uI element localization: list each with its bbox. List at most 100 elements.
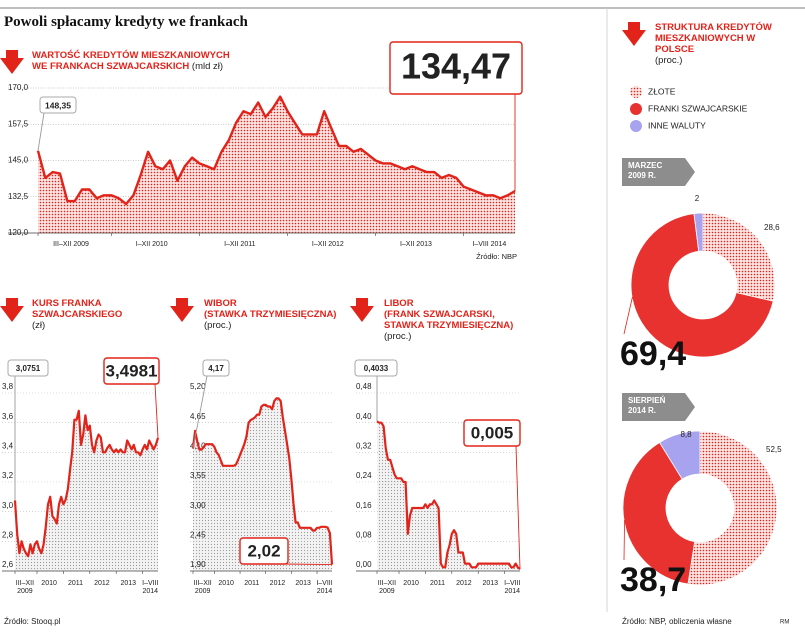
legend-label: INNE WALUTY: [648, 120, 706, 130]
arrow-icon: [0, 298, 24, 322]
line: [376, 420, 521, 570]
x-tick-label: 2010: [403, 580, 419, 587]
y-tick-label: 157,5: [8, 119, 29, 128]
source: Źródło: NBP, obliczenia własne: [622, 617, 732, 626]
y-tick-label: 3,6: [2, 412, 14, 421]
banner: [622, 393, 695, 421]
y-tick-label: 3,0: [2, 501, 14, 510]
annotation-label: 3,4981: [106, 361, 158, 380]
x-tick-label: 2010: [218, 580, 234, 587]
annotation-leader: [154, 383, 159, 438]
unit: (zł): [32, 320, 46, 331]
panel-label: MARZEC 2009 R.: [628, 161, 662, 180]
banner: [622, 158, 695, 186]
y-tick-label: 2,8: [2, 530, 14, 539]
chart-subtitle: (FRANK SZWAJCARSKI, STAWKA TRZYMIESIĘCZN…: [384, 309, 514, 331]
y-tick-label: 132,5: [8, 192, 29, 201]
arrow-icon: [170, 298, 194, 322]
x-tick-label: I–XII 2010: [136, 241, 168, 248]
y-tick-label: 1,90: [190, 560, 206, 569]
y-tick-label: 0,16: [356, 501, 372, 510]
y-tick-label: 5,20: [190, 382, 206, 391]
annotation-box: [389, 41, 523, 95]
y-tick-label: 3,2: [2, 471, 14, 480]
value-label: 2: [695, 194, 700, 203]
unit: (proc.): [384, 331, 412, 342]
source: Źródło: Stooq.pl: [4, 617, 61, 626]
legend-swatch: [630, 86, 642, 98]
y-tick-label: 0,32: [356, 441, 372, 450]
x-tick-label: 2013: [295, 580, 311, 587]
x-tick-label: I–XII 2013: [400, 241, 432, 248]
unit: (proc.): [204, 320, 232, 331]
arrow-icon: [0, 50, 24, 74]
arrow-icon: [350, 298, 374, 322]
chart-heading: STRUKTURA KREDYTÓW MIESZKANIOWYCH W POLS…: [655, 22, 785, 66]
chart-heading: WARTOŚĆ KREDYTÓW MIESZKANIOWYCH WE FRANK…: [32, 50, 247, 72]
area: [15, 410, 158, 571]
label-leader: [623, 519, 625, 561]
annotation-label: 134,47: [401, 46, 511, 87]
annotation-box: [202, 359, 230, 377]
line: [191, 397, 334, 565]
x-tick-label: III–XII 2009: [193, 580, 211, 595]
y-tick-label: 2,45: [190, 530, 206, 539]
x-tick-label: III–XII 2009: [378, 580, 396, 595]
y-tick-label: 2,6: [2, 560, 14, 569]
legend-label: ZŁOTE: [648, 86, 676, 96]
page-title: Powoli spłacamy kredyty we frankach: [4, 14, 248, 30]
donut-segment: [687, 430, 778, 586]
x-tick-label: III–XII 2009: [16, 580, 34, 595]
y-tick-label: 0,48: [356, 382, 372, 391]
x-tick-label: 2011: [244, 580, 259, 587]
annotation-label: 4,17: [208, 364, 224, 373]
x-tick-label: 2012: [94, 580, 110, 587]
y-tick-label: 0,00: [356, 560, 372, 569]
chart-title: WARTOŚĆ KREDYTÓW MIESZKANIOWYCH WE FRANK…: [32, 50, 230, 72]
donut-segment: [659, 430, 701, 480]
x-tick-label: 2013: [121, 580, 137, 587]
annotation-leader: [515, 445, 521, 570]
y-tick-label: 0,08: [356, 530, 372, 539]
x-tick-label: 2011: [430, 580, 445, 587]
annotation-label: 3,0751: [16, 364, 41, 373]
x-tick-label: 2012: [456, 580, 472, 587]
annotation-box: [39, 96, 77, 114]
y-tick-label: 145,0: [8, 156, 29, 165]
area: [193, 398, 332, 571]
x-tick-label: I–VIII 2014: [504, 580, 520, 595]
label-leader: [623, 296, 633, 335]
value-label: 28,6: [764, 223, 780, 232]
x-tick-label: I–XII 2011: [224, 241, 256, 248]
y-tick-label: 0,40: [356, 412, 372, 421]
annotation-label: 0,005: [471, 423, 514, 442]
annotation-label: 0,4033: [364, 364, 389, 373]
panel-label: SIERPIEŃ 2014 R.: [628, 396, 666, 415]
chart-title: WIBOR: [204, 298, 237, 309]
annotation-box: [239, 537, 289, 565]
chart-heading: LIBOR (FRANK SZWAJCARSKI, STAWKA TRZYMIES…: [384, 298, 524, 342]
annotation-box: [354, 359, 398, 377]
line: [13, 409, 160, 558]
y-tick-label: 3,55: [190, 471, 206, 480]
unit: (mld zł): [191, 61, 224, 72]
legend-label: FRANKI SZWAJCARSKIE: [648, 103, 748, 113]
y-tick-label: 170,0: [8, 83, 29, 92]
donut-segment: [702, 212, 776, 302]
annotation-leader: [192, 375, 208, 449]
chart-title: LIBOR: [384, 298, 414, 309]
x-tick-label: III–XII 2009: [53, 241, 89, 248]
big-value-label: 69,4: [620, 335, 686, 373]
annotation-box: [463, 419, 521, 447]
x-tick-label: 2013: [483, 580, 499, 587]
area: [377, 421, 520, 571]
annotation-leader: [37, 112, 45, 151]
credit: RM: [780, 620, 789, 626]
annotation-box: [103, 357, 160, 385]
big-value-label: 38,7: [620, 561, 686, 599]
legend-swatch: [630, 103, 642, 115]
arrow-icon: [622, 22, 646, 46]
x-tick-label: I–VIII 2014: [472, 241, 506, 248]
donut-segment: [630, 213, 774, 358]
